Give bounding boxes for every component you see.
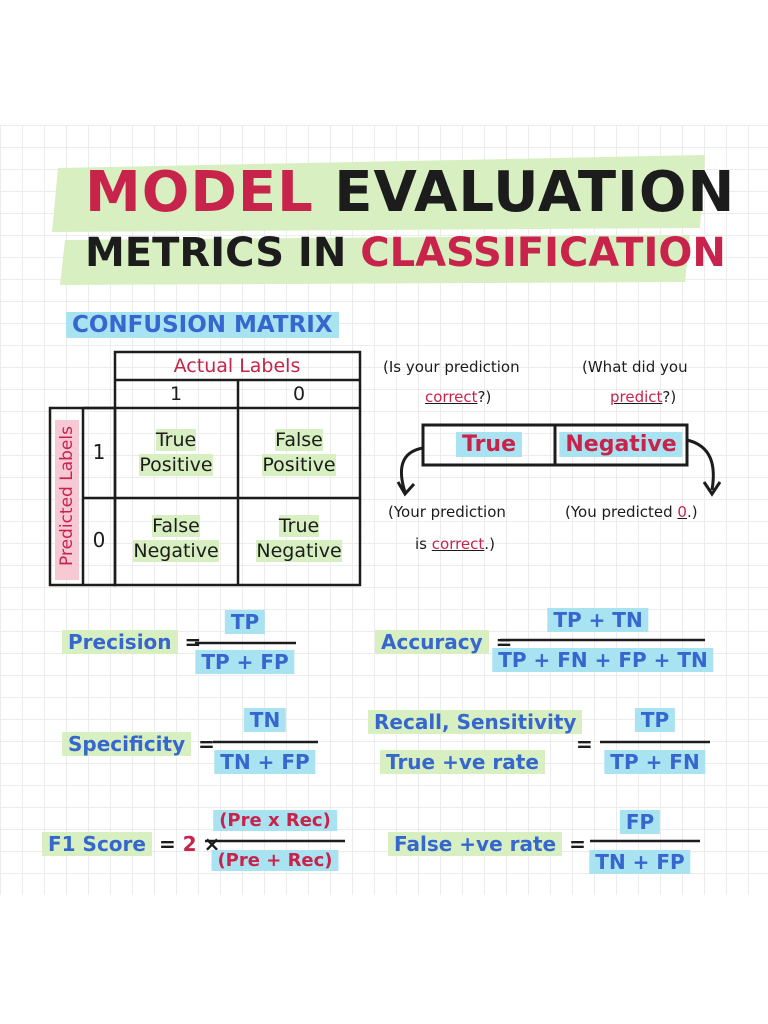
denominator-text: (Pre + Rec) <box>211 850 339 871</box>
answer: (Your prediction <box>388 503 506 521</box>
axis-label: Actual Labels <box>173 355 301 377</box>
formula-label: True +ve rate <box>380 750 545 774</box>
punctuation: .) <box>484 535 495 553</box>
denominator: (Pre + Rec) <box>211 850 339 871</box>
numerator: (Pre x Rec) <box>213 810 337 831</box>
numerator-text: TP + TN <box>547 608 649 632</box>
keyword: predict <box>610 388 663 406</box>
formula-label: F1 Score = 2 × <box>42 832 220 856</box>
formula-label: Accuracy = <box>375 630 512 654</box>
class-label: 0 <box>92 528 106 552</box>
explainer-box <box>396 423 722 497</box>
equals: = <box>569 832 586 856</box>
title-word: METRICS IN <box>85 230 347 276</box>
matrix-cell: False Positive <box>244 428 354 478</box>
answer: (You predicted 0.) <box>565 503 698 521</box>
axis-label: Predicted Labels <box>57 426 77 566</box>
title-highlight <box>52 155 705 232</box>
formula-label: Recall, Sensitivity <box>368 710 583 734</box>
label-text: False +ve rate <box>388 832 563 856</box>
numerator: TP + TN <box>547 608 649 632</box>
cell-text: False Negative <box>133 515 219 562</box>
numerator: FP <box>619 810 661 834</box>
denominator: TN + FP <box>589 850 691 874</box>
formula-label: Precision = <box>62 630 201 654</box>
title-word: MODEL <box>85 160 314 225</box>
punctuation: ?) <box>662 388 677 406</box>
label-text: Accuracy <box>375 630 489 654</box>
matrix-cell: True Negative <box>244 514 354 564</box>
numerator: TP <box>634 708 676 732</box>
matrix-grid <box>48 350 362 587</box>
question: (Is your prediction <box>383 358 520 376</box>
denominator: TP + FP <box>195 650 295 674</box>
box-word: Negative <box>559 432 683 457</box>
answer: is correct.) <box>415 535 495 553</box>
formula-label: Specificity = <box>62 732 215 756</box>
question: correct?) <box>425 388 491 406</box>
title-line-1: MODEL EVALUATION <box>85 160 735 225</box>
box-word: True <box>455 432 523 457</box>
denominator: TP + FN + FP + TN <box>492 648 714 672</box>
cell-text: True Positive <box>139 429 213 476</box>
keyword: 0 <box>677 503 687 521</box>
formula-label: False +ve rate = <box>388 832 586 856</box>
equals: = <box>184 630 202 654</box>
denominator-text: TP + FP <box>195 650 295 674</box>
equals: = <box>576 732 593 756</box>
denominator-text: TP + FN <box>604 750 706 774</box>
equals: = <box>158 832 176 856</box>
title-highlight <box>60 235 690 285</box>
numerator-text: TN <box>243 708 287 732</box>
label-text: Recall, Sensitivity <box>368 710 583 734</box>
class-label: 1 <box>169 383 183 405</box>
numerator: TP <box>224 610 266 634</box>
denominator: TP + FN <box>604 750 706 774</box>
label-text: Specificity <box>62 732 192 756</box>
cell-text: False Positive <box>262 429 336 476</box>
question: (What did you <box>582 358 688 376</box>
box-text: True <box>455 432 523 457</box>
class-label: 0 <box>292 383 306 405</box>
matrix-cell: True Positive <box>121 428 231 478</box>
denominator-text: TN + FP <box>214 750 316 774</box>
punctuation: ?) <box>477 388 492 406</box>
title-line-2: METRICS IN CLASSIFICATION <box>85 230 726 276</box>
equals: = <box>198 732 215 756</box>
label-text: True +ve rate <box>380 750 545 774</box>
denominator-text: TP + FN + FP + TN <box>492 648 714 672</box>
label-highlight <box>55 420 79 580</box>
label-text: Precision <box>62 630 178 654</box>
numerator-text: (Pre x Rec) <box>213 810 337 831</box>
label-text: F1 Score <box>42 832 152 856</box>
numerator-text: TP <box>634 708 676 732</box>
keyword: correct <box>431 535 485 553</box>
keyword: correct <box>425 388 478 406</box>
answer-text: is <box>415 535 427 553</box>
numerator: TN <box>243 708 287 732</box>
title-word: EVALUATION <box>334 160 736 225</box>
numerator-text: FP <box>619 810 661 834</box>
denominator-text: TN + FP <box>589 850 691 874</box>
punctuation: .) <box>686 503 698 521</box>
class-label: 1 <box>92 440 106 464</box>
question: predict?) <box>610 388 676 406</box>
box-text: Negative <box>559 432 683 457</box>
matrix-cell: False Negative <box>121 514 231 564</box>
title-word: CLASSIFICATION <box>360 230 726 276</box>
section-heading: CONFUSION MATRIX <box>66 312 339 338</box>
answer-text: (You predicted <box>565 503 673 521</box>
fraction-bars <box>195 638 710 843</box>
numerator-text: TP <box>224 610 266 634</box>
cell-text: True Negative <box>256 515 342 562</box>
denominator: TN + FP <box>214 750 316 774</box>
factor: 2 <box>182 832 197 856</box>
